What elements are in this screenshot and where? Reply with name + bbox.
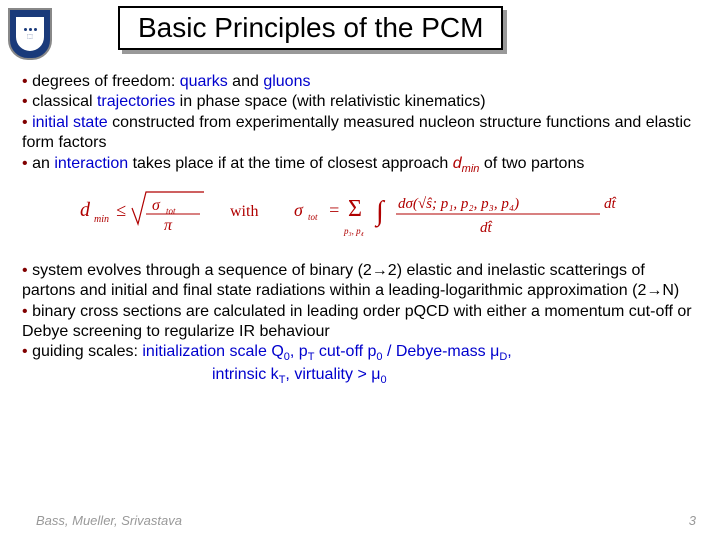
slide-body: • degrees of freedom: quarks and gluons … — [22, 72, 698, 387]
slide-number: 3 — [689, 513, 696, 528]
bullet-3: • initial state constructed from experim… — [22, 113, 698, 154]
bullet-7: • guiding scales: initialization scale Q… — [22, 342, 698, 364]
svg-text:dt̂: dt̂ — [480, 220, 493, 236]
svg-text:p₃, p₄: p₃, p₄ — [343, 226, 364, 236]
svg-text:σ: σ — [152, 197, 161, 214]
bullet-5: • system evolves through a sequence of b… — [22, 261, 698, 302]
svg-text:tot: tot — [166, 206, 176, 216]
bullet-2: • classical trajectories in phase space … — [22, 92, 698, 112]
svg-text:dt̂: dt̂ — [604, 196, 617, 212]
svg-text:with: with — [230, 203, 258, 220]
bullet-1: • degrees of freedom: quarks and gluons — [22, 72, 698, 92]
svg-text:=: = — [328, 200, 340, 220]
bullet-7-line2: intrinsic kT, virtuality > μ0 — [22, 365, 698, 387]
svg-text:d: d — [80, 199, 91, 221]
footer-authors: Bass, Mueller, Srivastava — [36, 513, 182, 528]
bullet-6: • binary cross sections are calculated i… — [22, 302, 698, 343]
formula: d min ≤ σ tot π with σ tot = Σ p₃, p₄ ∫ … — [22, 184, 698, 246]
svg-text:Σ: Σ — [348, 196, 362, 222]
slide-title: Basic Principles of the PCM — [118, 6, 503, 50]
svg-text:≤: ≤ — [116, 200, 126, 220]
svg-text:min: min — [94, 214, 109, 225]
institution-logo: ⬚ — [8, 8, 52, 60]
svg-text:tot: tot — [308, 212, 318, 222]
bullet-4: • an interaction takes place if at the t… — [22, 154, 698, 176]
svg-text:dσ(√ŝ; p₁, p₂, p₃, p₄): dσ(√ŝ; p₁, p₂, p₃, p₄) — [398, 196, 519, 212]
svg-text:σ: σ — [294, 200, 304, 220]
svg-text:π: π — [164, 217, 173, 234]
svg-text:∫: ∫ — [374, 196, 386, 228]
slide-footer: Bass, Mueller, Srivastava 3 — [36, 513, 696, 528]
